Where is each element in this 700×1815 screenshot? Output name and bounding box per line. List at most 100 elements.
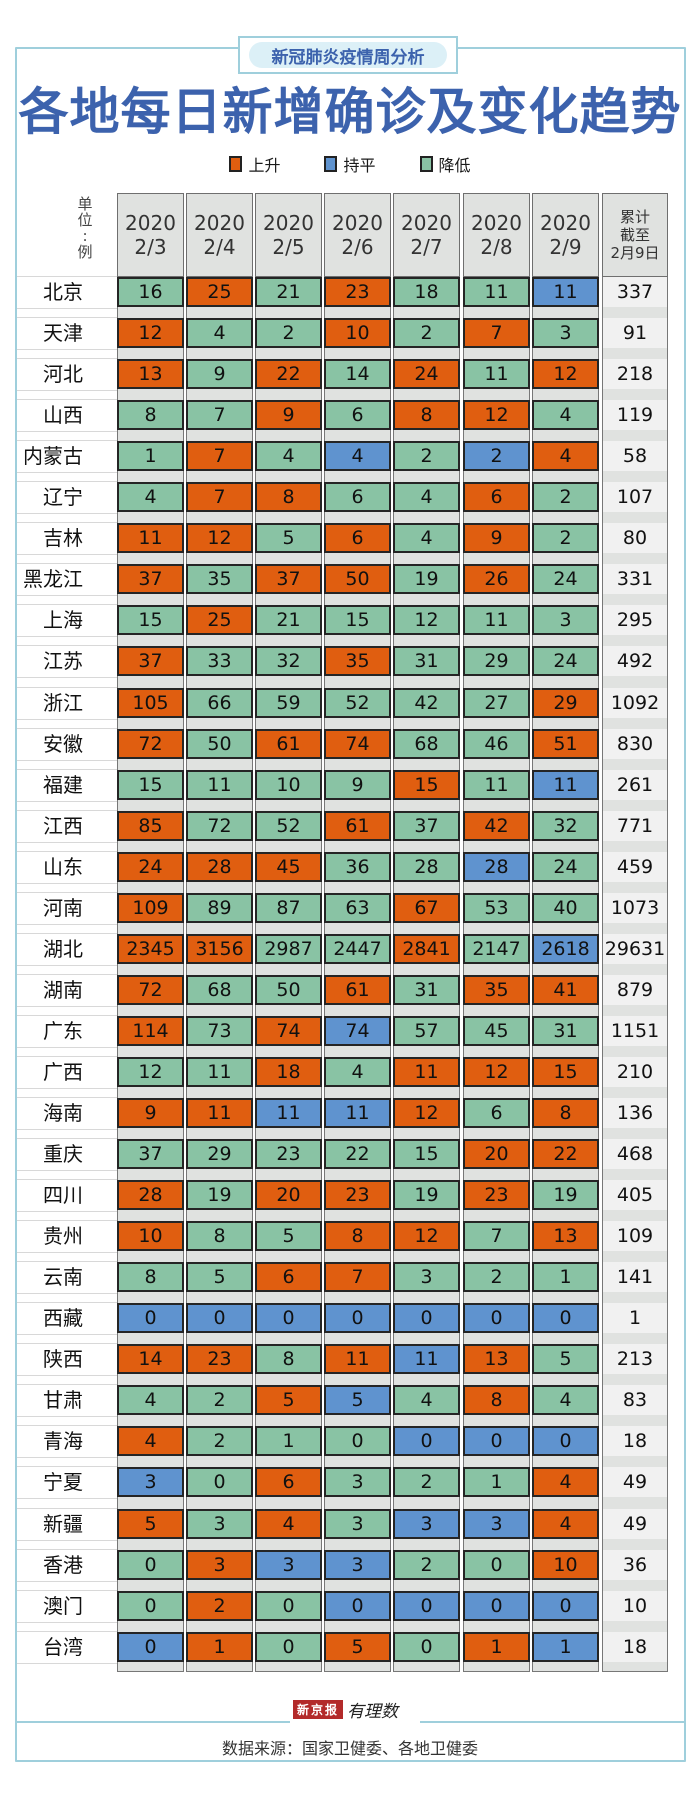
table-cell: 2345 — [117, 934, 184, 964]
table-cell: 11 — [324, 1098, 391, 1128]
table-cell: 89 — [186, 893, 253, 923]
total-cell: 83 — [603, 1385, 667, 1415]
total-cell: 405 — [603, 1180, 667, 1210]
row-divider — [17, 769, 117, 770]
row-divider — [17, 1466, 117, 1467]
swatch-up-icon — [229, 156, 243, 172]
table-cell: 3 — [255, 1550, 322, 1580]
table-cell: 11 — [393, 1344, 460, 1374]
region-label: 台湾 — [43, 1635, 83, 1659]
table-cell: 29 — [463, 646, 530, 676]
table-cell: 28 — [463, 852, 530, 882]
table-cell: 7 — [186, 400, 253, 430]
legend-item-up: 上升 — [229, 152, 280, 176]
table-cell: 23 — [255, 1139, 322, 1169]
table-cell: 0 — [324, 1303, 391, 1333]
row-divider — [17, 1384, 117, 1385]
table-cell: 4 — [186, 318, 253, 348]
table-cell: 14 — [117, 1344, 184, 1374]
row-divider — [17, 677, 117, 678]
table-cell: 0 — [532, 1303, 599, 1333]
table-cell: 8 — [117, 1262, 184, 1292]
table-cell: 37 — [255, 564, 322, 594]
table-cell: 5 — [532, 1344, 599, 1374]
row-divider — [17, 522, 117, 523]
total-cell: 295 — [603, 605, 667, 635]
table-cell: 8 — [117, 400, 184, 430]
table-cell: 23 — [324, 277, 391, 307]
table-cell: 15 — [393, 1139, 460, 1169]
table-cell: 2 — [255, 318, 322, 348]
table-cell: 2 — [463, 441, 530, 471]
table-cell: 3 — [117, 1467, 184, 1497]
table-cell: 45 — [255, 852, 322, 882]
table-cell: 31 — [393, 975, 460, 1005]
total-cell: 331 — [603, 564, 667, 594]
table-cell: 28 — [393, 852, 460, 882]
table-cell: 1 — [532, 1262, 599, 1292]
table-cell: 23 — [186, 1344, 253, 1374]
table-cell: 24 — [393, 359, 460, 389]
row-divider — [17, 645, 117, 646]
region-label: 四川 — [43, 1183, 83, 1207]
legend-item-down: 降低 — [419, 152, 471, 176]
table-cell: 29 — [186, 1139, 253, 1169]
total-cell: 107 — [603, 482, 667, 512]
table-cell: 27 — [463, 688, 530, 718]
table-cell: 15 — [117, 770, 184, 800]
table-cell: 11 — [186, 770, 253, 800]
row-divider — [17, 431, 117, 432]
table-cell: 51 — [532, 729, 599, 759]
table-cell: 1 — [117, 441, 184, 471]
region-label: 江苏 — [43, 649, 83, 673]
table-cell: 9 — [255, 400, 322, 430]
total-cell: 36 — [603, 1550, 667, 1580]
table-cell: 29 — [532, 688, 599, 718]
total-cell: 29631 — [603, 934, 667, 964]
table-cell: 31 — [532, 1016, 599, 1046]
column-header: 2020 2/6 — [324, 193, 391, 277]
table-cell: 7 — [186, 441, 253, 471]
table-cell: 33 — [186, 646, 253, 676]
table-cell: 15 — [324, 605, 391, 635]
table-cell: 12 — [393, 1098, 460, 1128]
table-cell: 67 — [393, 893, 460, 923]
table-cell: 8 — [463, 1385, 530, 1415]
region-label: 上海 — [43, 608, 83, 632]
table-cell: 10 — [255, 770, 322, 800]
table-cell: 21 — [255, 605, 322, 635]
unit-char: 单 — [77, 195, 93, 213]
table-cell: 32 — [255, 646, 322, 676]
table-cell: 4 — [532, 400, 599, 430]
region-label: 山东 — [43, 855, 83, 879]
row-divider — [17, 719, 117, 720]
table-cell: 12 — [186, 523, 253, 553]
table-cell: 15 — [393, 770, 460, 800]
table-cell: 12 — [393, 1221, 460, 1251]
total-cell: 210 — [603, 1057, 667, 1087]
table-cell: 61 — [324, 811, 391, 841]
row-divider — [17, 1631, 117, 1632]
row-divider — [17, 308, 117, 309]
table-cell: 57 — [393, 1016, 460, 1046]
table-cell: 11 — [186, 1057, 253, 1087]
table-cell: 2 — [393, 318, 460, 348]
table-cell: 7 — [463, 1221, 530, 1251]
swatch-down-icon — [419, 156, 433, 172]
table-cell: 0 — [393, 1303, 460, 1333]
total-cell: 109 — [603, 1221, 667, 1251]
table-cell: 0 — [324, 1426, 391, 1456]
row-divider — [17, 1375, 117, 1376]
table-cell: 24 — [532, 646, 599, 676]
table-cell: 68 — [393, 729, 460, 759]
table-cell: 0 — [393, 1632, 460, 1662]
table-cell: 4 — [532, 1509, 599, 1539]
table-cell: 6 — [255, 1467, 322, 1497]
row-divider — [17, 1179, 117, 1180]
table-cell: 11 — [463, 359, 530, 389]
row-divider — [17, 1343, 117, 1344]
column-header-date: 2/9 — [549, 235, 582, 259]
row-divider — [17, 481, 117, 482]
table-cell: 74 — [324, 729, 391, 759]
table-cell: 2987 — [255, 934, 322, 964]
